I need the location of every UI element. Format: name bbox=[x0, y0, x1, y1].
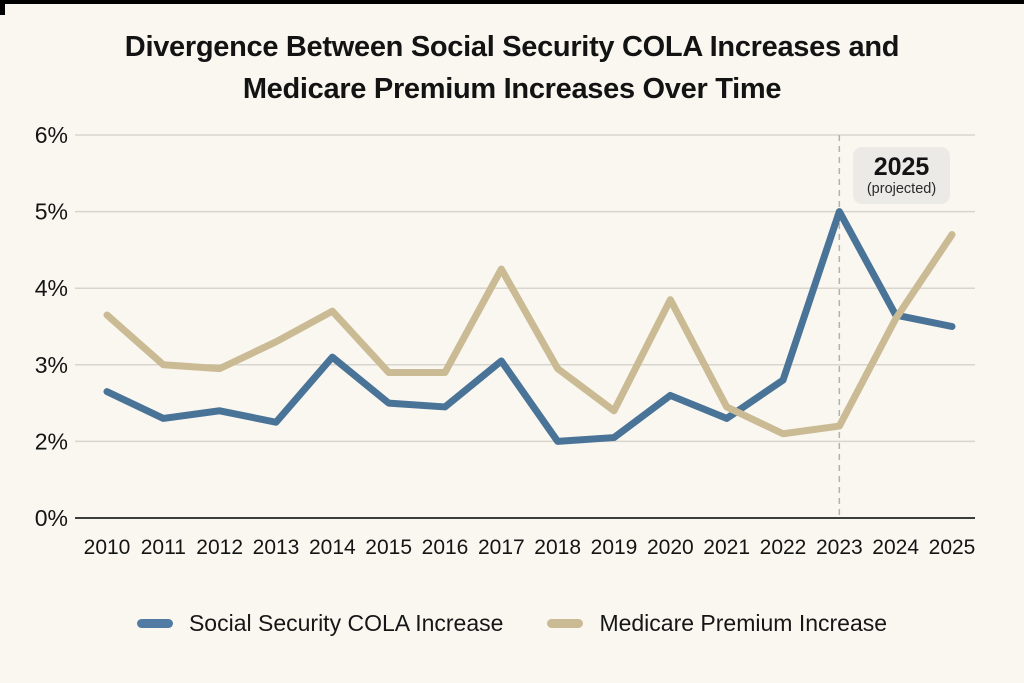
x-tick-label: 2017 bbox=[478, 536, 525, 559]
x-tick-label: 2010 bbox=[84, 536, 131, 559]
y-tick-label: 0% bbox=[35, 505, 68, 531]
x-tick-label: 2011 bbox=[141, 536, 186, 559]
medicare-legend-label: Medicare Premium Increase bbox=[599, 609, 888, 636]
cola-line-swatch bbox=[136, 618, 173, 628]
y-tick-label: 5% bbox=[35, 199, 68, 225]
legend-item-cola: Social Security COLA Increase bbox=[136, 609, 504, 637]
y-tick-label: 4% bbox=[35, 275, 68, 301]
x-tick-label: 2014 bbox=[309, 536, 356, 559]
cola-legend-label: Social Security COLA Increase bbox=[188, 609, 504, 636]
chart-legend: Social Security COLA Increase Medicare P… bbox=[0, 601, 1024, 645]
medicare-line-swatch bbox=[547, 618, 584, 628]
x-tick-label: 2016 bbox=[422, 536, 469, 559]
cola-line-series bbox=[103, 208, 956, 445]
chart-title-line1: Divergence Between Social Security COLA … bbox=[124, 31, 900, 63]
top-border bbox=[0, 0, 1024, 4]
top-left-notch bbox=[0, 0, 5, 15]
x-tick-label: 2022 bbox=[760, 536, 807, 559]
x-tick-label: 2025 bbox=[929, 536, 976, 559]
chart-title-line2: Medicare Premium Increases Over Time bbox=[242, 73, 782, 105]
x-tick-label: 2021 bbox=[703, 536, 750, 559]
x-tick-label: 2020 bbox=[647, 536, 694, 559]
x-tick-label: 2013 bbox=[253, 536, 300, 559]
y-tick-label: 2% bbox=[35, 428, 68, 454]
y-tick-label: 6% bbox=[35, 122, 68, 148]
y-tick-label: 3% bbox=[35, 352, 68, 378]
chart-title: Divergence Between Social Security COLA … bbox=[0, 26, 1024, 110]
legend-item-medicare: Medicare Premium Increase bbox=[547, 610, 887, 637]
annotation-note: (projected) bbox=[866, 180, 937, 197]
x-tick-label: 2023 bbox=[816, 536, 863, 559]
x-tick-label: 2024 bbox=[872, 536, 919, 559]
medicare-line-series bbox=[103, 231, 956, 438]
x-tick-label: 2015 bbox=[365, 536, 412, 559]
x-tick-label: 2012 bbox=[196, 536, 243, 559]
x-tick-label: 2018 bbox=[534, 536, 581, 559]
annotation-year: 2025 bbox=[873, 152, 930, 181]
projection-annotation: 2025 (projected) bbox=[853, 147, 950, 204]
x-tick-label: 2019 bbox=[591, 536, 638, 559]
